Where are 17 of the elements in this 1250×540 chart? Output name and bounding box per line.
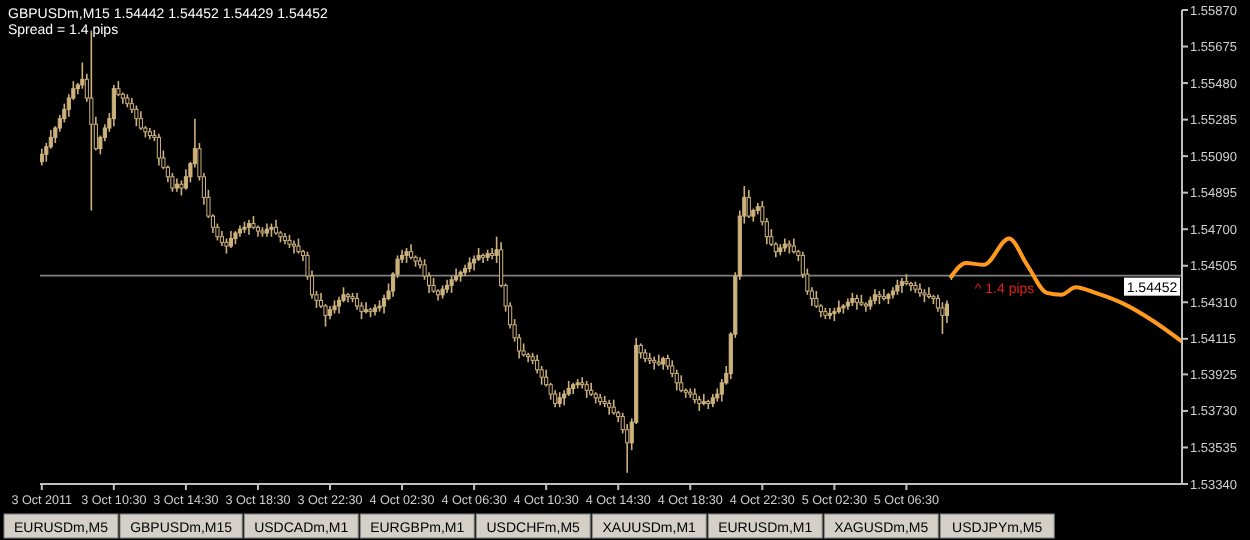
candlestick	[291, 239, 297, 255]
candlestick	[111, 84, 116, 127]
candlestick	[940, 301, 945, 335]
line-series	[949, 236, 1182, 344]
candlestick	[62, 102, 67, 124]
candlestick	[138, 110, 143, 131]
candlestick	[746, 189, 751, 219]
candlestick	[363, 301, 369, 315]
candlestick	[926, 286, 931, 300]
candlestick	[170, 172, 175, 193]
candlestick	[652, 355, 657, 371]
candlestick	[89, 29, 94, 212]
candlestick	[674, 368, 679, 392]
candlestick	[183, 168, 188, 191]
candlestick	[156, 132, 161, 167]
candlestick	[688, 387, 693, 399]
candlestick	[134, 104, 139, 127]
